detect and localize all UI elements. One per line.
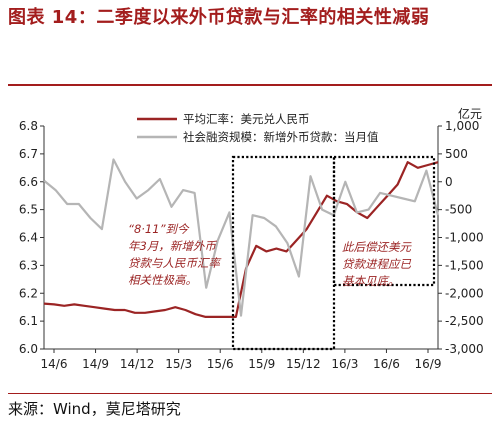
right-tick-label: 0: [445, 175, 453, 189]
left-tick-label: 6.4: [19, 231, 38, 245]
right-axis-unit: 亿元: [458, 106, 482, 121]
right-tick-label: -500: [445, 203, 472, 217]
x-tick-label: 15/9: [248, 357, 275, 371]
series-line-2: [43, 158, 440, 317]
x-tick-label: 16/3: [331, 357, 358, 371]
left-tick-label: 6.7: [19, 147, 38, 161]
legend-label-1: 平均汇率：美元兑人民币: [183, 112, 310, 126]
left-tick-label: 6.2: [19, 286, 38, 300]
left-tick-label: 6.5: [19, 203, 38, 217]
right-tick-label: -2,500: [445, 314, 484, 328]
left-tick-label: 6.6: [19, 175, 38, 189]
right-tick-label: -1,500: [445, 258, 484, 272]
legend-label-2: 社会融资规模：新增外币贷款：当月值: [183, 130, 379, 144]
left-tick-label: 6.1: [19, 314, 38, 328]
x-tick-label: 15/12: [286, 357, 321, 371]
left-tick-label: 6.0: [19, 342, 38, 356]
right-tick-label: -3,000: [445, 342, 484, 356]
title-rule: [8, 84, 492, 86]
x-tick-label: 14/9: [82, 357, 109, 371]
x-tick-label: 14/12: [120, 357, 155, 371]
annotation-1-line: 年3月，新增外币: [128, 239, 217, 253]
annotation-1-line: 相关性极高。: [128, 273, 197, 287]
annotation-2-line: 基本见底。: [342, 274, 400, 288]
right-tick-label: 500: [445, 147, 468, 161]
x-tick-label: 14/6: [41, 357, 68, 371]
source-note: 来源：Wind，莫尼塔研究: [8, 400, 181, 418]
left-tick-label: 6.8: [19, 119, 38, 133]
x-tick-label: 16/6: [373, 357, 400, 371]
left-tick-label: 6.3: [19, 258, 38, 272]
source-rule: [8, 393, 492, 394]
x-tick-label: 16/9: [415, 357, 442, 371]
series-line-1: [43, 161, 439, 318]
annotation-2-line: 贷款进程应已: [342, 257, 411, 271]
x-tick-label: 15/3: [165, 357, 192, 371]
figure-title: 图表 14：二季度以来外币贷款与汇率的相关性减弱: [8, 7, 430, 28]
right-tick-label: 1,000: [445, 119, 479, 133]
annotation-1-line: “8·11”到今: [128, 222, 190, 236]
x-tick-label: 15/6: [207, 357, 234, 371]
annotation-box-1: [231, 155, 336, 351]
annotation-box-2: [332, 155, 436, 287]
right-tick-label: -1,000: [445, 231, 484, 245]
annotation-2-line: 此后偿还美元: [342, 240, 412, 254]
annotation-1-line: 贷款与人民币汇率: [128, 256, 221, 270]
right-tick-label: -2,000: [445, 286, 484, 300]
